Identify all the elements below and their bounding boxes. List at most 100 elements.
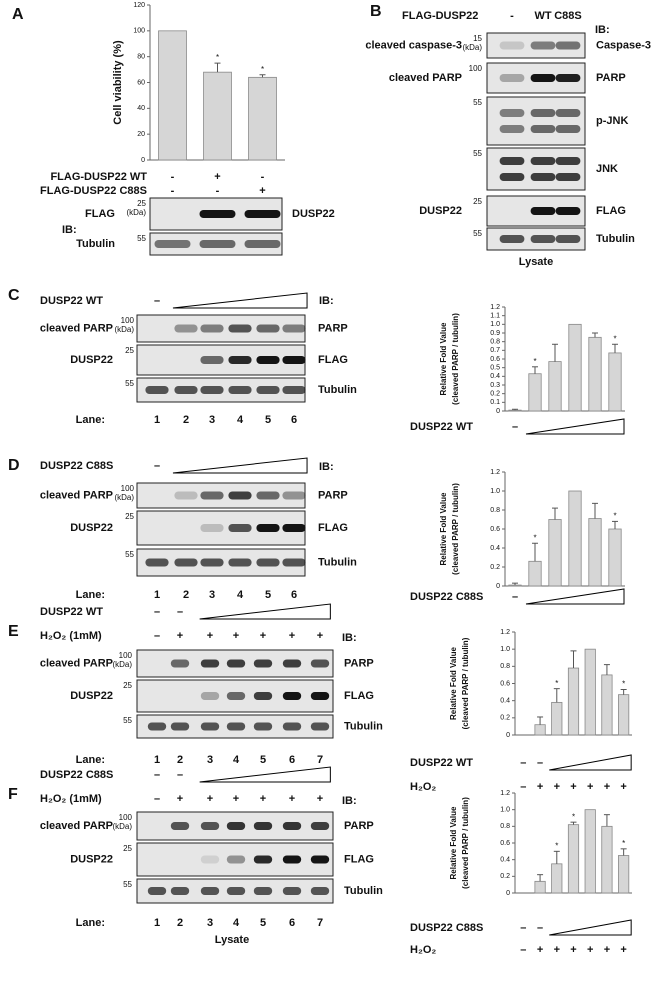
condition-mark: + <box>233 793 239 805</box>
blot-band <box>253 722 273 731</box>
condition-mark: – <box>154 460 160 472</box>
blot-band <box>228 356 252 364</box>
bar <box>548 361 562 412</box>
row-label: Tubulin <box>76 238 115 250</box>
condition-label: DUSP22 C88S <box>40 769 113 781</box>
blot-band <box>499 125 525 133</box>
antibody-label: p-JNK <box>596 115 628 127</box>
bar <box>528 373 542 412</box>
bar <box>551 701 563 736</box>
row-label: cleaved PARP <box>40 489 113 501</box>
row-label: cleaved PARP <box>40 657 113 669</box>
y-tick-label: 100 <box>133 28 145 35</box>
y-tick-label: 1.0 <box>500 646 510 653</box>
blot-band <box>499 74 525 82</box>
blot-band <box>226 722 246 731</box>
blot-band <box>555 41 581 50</box>
row-label: DUSP22 <box>70 853 113 865</box>
condition-mark: + <box>207 793 213 805</box>
antibody-label: Tubulin <box>318 556 357 568</box>
y-tick-label: 0.6 <box>500 680 510 687</box>
y-tick-label: 0 <box>496 408 500 415</box>
y-tick-label: 20 <box>137 131 145 138</box>
lane-number: 1 <box>154 414 160 426</box>
blot-band <box>310 722 330 731</box>
y-tick-label: 0.8 <box>500 823 510 830</box>
blot-band <box>282 524 306 532</box>
blot-band <box>530 109 556 117</box>
ib-label: IB: <box>342 632 357 644</box>
bar <box>567 824 580 894</box>
blot-band <box>228 386 252 394</box>
y-tick-label: 1.0 <box>490 321 500 328</box>
blot-band <box>555 157 581 165</box>
mw-unit: (kDa) <box>112 822 132 831</box>
antibody-label: PARP <box>596 72 626 84</box>
ramp-triangle <box>172 292 308 309</box>
y-axis-label: (cleaved PARP / tubulin) <box>451 483 460 575</box>
mw-marker: 55 <box>473 229 482 238</box>
y-tick-label: 0.2 <box>490 564 500 571</box>
condition-mark: + <box>570 781 576 793</box>
blot-band <box>499 41 525 50</box>
blot-band <box>226 887 246 895</box>
bar <box>534 880 546 894</box>
antibody-label: Tubulin <box>344 720 383 732</box>
condition-mark: + <box>233 630 239 642</box>
condition-mark: + <box>259 185 265 197</box>
blot-band <box>256 324 280 333</box>
blot-band <box>256 558 280 567</box>
blot-band <box>200 722 220 731</box>
significance: * <box>622 680 625 689</box>
condition-mark: – <box>520 781 526 793</box>
lane-label: Lane: <box>76 589 105 601</box>
blot-band <box>282 558 306 567</box>
antibody-label: Tubulin <box>344 885 383 897</box>
condition-mark: + <box>554 944 560 956</box>
blot-band <box>282 692 302 700</box>
condition-label: H₂O₂ <box>410 944 436 956</box>
bar <box>248 76 277 161</box>
ramp-triangle <box>525 418 625 435</box>
blot-band <box>555 173 581 181</box>
blot-frame <box>486 96 586 146</box>
blot-band <box>200 491 224 500</box>
antibody-label: Caspase-3 <box>596 39 651 51</box>
blot-band <box>310 659 330 668</box>
blot-band <box>226 692 246 700</box>
lane-number: 7 <box>317 917 323 929</box>
blot-band <box>226 822 246 830</box>
blot-band <box>530 235 556 243</box>
lane-label: Lane: <box>76 754 105 766</box>
condition-mark: – <box>520 944 526 956</box>
condition-mark: – <box>154 630 160 642</box>
blot-band <box>555 207 581 215</box>
row-label: FLAG <box>85 208 115 220</box>
y-tick-label: 0.5 <box>490 365 500 372</box>
bar <box>608 528 622 587</box>
row-label: DUSP22 <box>419 205 462 217</box>
lane-number: 3 <box>209 589 215 601</box>
blot-band <box>145 558 169 567</box>
blot-band <box>530 157 556 165</box>
condition-label: DUSP22 WT <box>410 757 473 769</box>
ib-label: IB: <box>595 24 610 36</box>
condition-label: H₂O₂ (1mM) <box>40 630 102 642</box>
y-tick-label: 0.9 <box>490 330 500 337</box>
panel-letter: D <box>8 457 20 474</box>
antibody-label: PARP <box>344 820 374 832</box>
condition-mark: – <box>520 757 526 769</box>
y-tick-label: 0.6 <box>500 840 510 847</box>
bar <box>567 667 580 736</box>
ramp-triangle <box>172 457 308 474</box>
blot-band <box>256 356 280 364</box>
y-tick-label: 0.8 <box>500 663 510 670</box>
ib-label: IB: <box>319 295 334 307</box>
blot-band <box>200 524 224 532</box>
condition-mark: – <box>512 591 518 603</box>
condition-mark: - <box>171 171 175 183</box>
y-tick-label: 0 <box>506 890 510 897</box>
condition-mark: + <box>260 793 266 805</box>
blot-band <box>199 210 236 218</box>
blot-band <box>310 692 330 700</box>
